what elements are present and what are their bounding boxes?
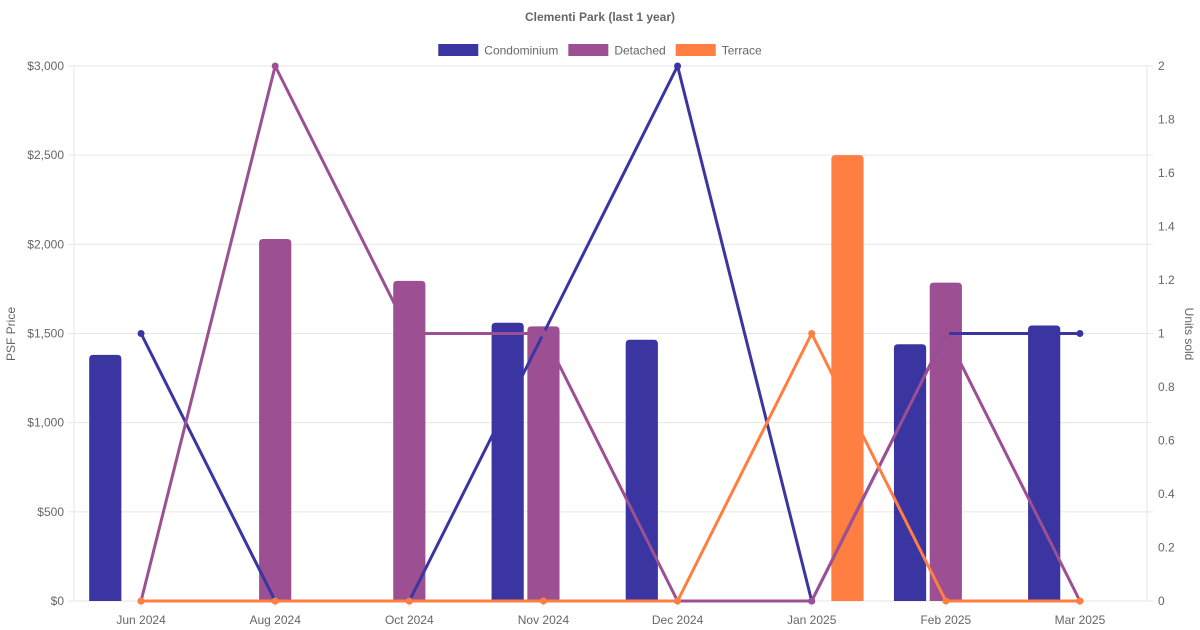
y-right-tick-label: 1: [1158, 327, 1165, 341]
point-terrace[interactable]: [942, 597, 950, 605]
x-tick-label: Jun 2024: [116, 613, 166, 627]
bar-detached[interactable]: [259, 238, 292, 601]
line-terrace: [141, 332, 1080, 603]
point-detached[interactable]: [808, 597, 816, 605]
y-right-tick-label: 1.4: [1158, 220, 1175, 234]
y-left-tick-label: $2,500: [27, 148, 64, 162]
y-left-tick-label: $3,000: [27, 59, 64, 73]
y-axis-right: 0 0.2 0.4 0.6 0.8 1 1.2 1.4 1.6 1.8 2: [1158, 59, 1175, 608]
lines: [137, 62, 1084, 605]
point-terrace[interactable]: [1076, 597, 1084, 605]
point-detached[interactable]: [942, 330, 950, 337]
line-detached: [139, 64, 1082, 603]
y-left-tick-label: $500: [37, 505, 64, 519]
y-left-tick-label: $0: [51, 594, 65, 608]
legend[interactable]: Condominium Detached Terrace: [438, 44, 762, 58]
bar-detached[interactable]: [929, 282, 962, 601]
x-axis: Jun 2024 Aug 2024 Oct 2024 Nov 2024 Dec 2024…: [116, 601, 1106, 627]
x-tick-label: Feb 2025: [920, 613, 971, 627]
point-terrace[interactable]: [137, 597, 145, 605]
bar-condominium[interactable]: [491, 322, 524, 601]
legend-label: Terrace: [722, 44, 762, 58]
legend-item-terrace[interactable]: Terrace: [675, 44, 762, 58]
bar-condominium[interactable]: [89, 354, 122, 601]
grid: [68, 65, 1153, 602]
y-right-tick-label: 2: [1158, 59, 1165, 73]
x-tick-label: Nov 2024: [518, 613, 570, 627]
legend-label: Condominium: [484, 44, 558, 58]
legend-swatch: [568, 44, 609, 56]
point-terrace[interactable]: [405, 597, 413, 605]
bars: [89, 155, 1061, 601]
point-terrace[interactable]: [674, 597, 682, 605]
y-right-tick-label: 0.6: [1158, 434, 1175, 448]
y-left-tick-label: $1,000: [27, 416, 64, 430]
point-detached[interactable]: [539, 330, 547, 337]
point-condominium[interactable]: [137, 330, 145, 337]
x-tick-label: Oct 2024: [385, 613, 434, 627]
legend-label: Detached: [614, 44, 665, 58]
point-terrace[interactable]: [808, 330, 816, 337]
y-right-tick-label: 0.2: [1158, 541, 1175, 555]
y-left-tick-label: $2,000: [27, 237, 64, 251]
x-tick-label: Mar 2025: [1055, 613, 1106, 627]
x-tick-label: Aug 2024: [249, 613, 301, 627]
chart-title: Clementi Park (last 1 year): [525, 10, 675, 24]
legend-item-condominium[interactable]: Condominium: [438, 44, 558, 58]
legend-item-detached[interactable]: Detached: [568, 44, 666, 58]
bar-condominium[interactable]: [625, 339, 658, 601]
bar-terrace[interactable]: [831, 155, 864, 601]
y-right-tick-label: 1.6: [1158, 166, 1175, 180]
point-terrace[interactable]: [539, 597, 547, 605]
y-right-tick-label: 0: [1158, 594, 1165, 608]
bar-condominium[interactable]: [1028, 325, 1061, 601]
y-left-tick-label: $1,500: [27, 327, 64, 341]
y-right-tick-label: 1.2: [1158, 273, 1175, 287]
bar-detached[interactable]: [527, 326, 560, 601]
point-terrace[interactable]: [271, 597, 279, 605]
y-right-tick-label: 1.8: [1158, 113, 1175, 127]
y-right-tick-label: 0.8: [1158, 380, 1175, 394]
y-axis-left-title: PSF Price: [4, 307, 18, 361]
legend-swatch: [675, 44, 716, 56]
point-detached[interactable]: [405, 330, 413, 337]
y-axis-right-title: Units sold: [1182, 308, 1196, 361]
bar-condominium[interactable]: [893, 344, 927, 601]
x-tick-label: Jan 2025: [787, 613, 837, 627]
bar-detached[interactable]: [393, 280, 426, 601]
point-detached[interactable]: [271, 62, 279, 70]
legend-swatch: [438, 44, 479, 56]
point-condominium[interactable]: [1076, 330, 1084, 337]
point-condominium[interactable]: [674, 62, 682, 70]
x-tick-label: Dec 2024: [652, 613, 704, 627]
y-axis-left: $0 $500 $1,000 $1,500 $2,000 $2,500 $3,000: [27, 59, 64, 608]
y-right-tick-label: 0.4: [1158, 487, 1175, 501]
